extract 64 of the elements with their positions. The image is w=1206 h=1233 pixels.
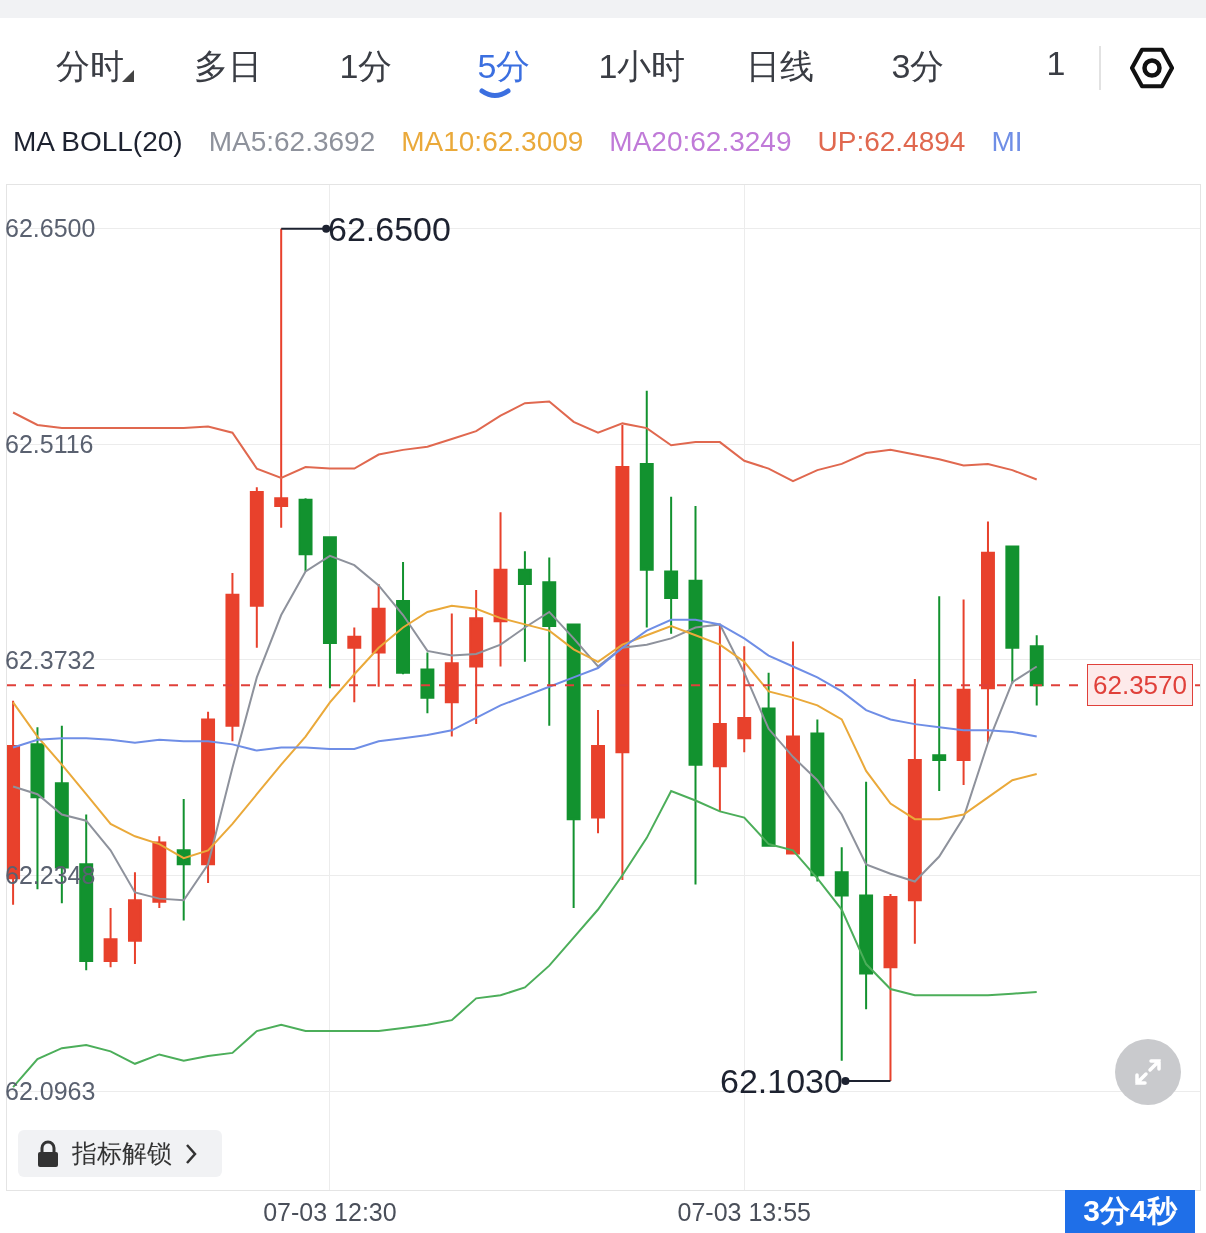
candlestick [322, 536, 337, 690]
candlestick [420, 651, 435, 715]
candlestick [176, 797, 191, 922]
ref-line-label: 62.3570 [1093, 670, 1187, 700]
candlestick [249, 486, 264, 649]
candlestick [883, 892, 898, 1082]
text: 1分 [339, 46, 393, 87]
candlestick [298, 497, 313, 573]
candlestick [810, 718, 825, 883]
candlestick [517, 550, 532, 663]
candlestick [980, 520, 995, 744]
candlestick [859, 780, 874, 1011]
candlestick [103, 906, 118, 969]
candlestick [761, 671, 776, 847]
candlestick [127, 871, 142, 966]
text: 多日 [194, 46, 262, 87]
text: 分时 [56, 46, 124, 87]
legend-title: MA BOLL(20) [13, 126, 183, 157]
x-tick-label: 07-03 12:30 [263, 1198, 397, 1226]
candlestick [444, 612, 459, 738]
text: MA10:62.3009 [401, 126, 584, 157]
annotation: 62.6500 [328, 210, 451, 248]
candlestick [712, 623, 727, 813]
unlock-button[interactable]: 指标解锁 [18, 1130, 222, 1177]
text: MA5:62.3692 [208, 126, 376, 157]
text: 1 [1046, 44, 1066, 83]
candlestick [1029, 634, 1044, 707]
candlestick [615, 423, 630, 881]
candlestick [834, 846, 849, 1062]
candlestick [347, 626, 362, 704]
legend-label: MA20:62.3249 [609, 126, 792, 157]
candlestick [493, 511, 508, 668]
candlestick [688, 504, 703, 886]
text: UP:62.4894 [817, 126, 966, 157]
candlestick [566, 623, 581, 909]
candlestick [591, 709, 605, 835]
annotation: 62.1030 [720, 1062, 843, 1100]
y-tick-label: 62.3732 [5, 645, 96, 674]
candlestick [786, 640, 800, 855]
candlestick [907, 677, 922, 945]
candlestick [639, 389, 654, 629]
candlestick [664, 495, 679, 635]
candlestick [396, 561, 411, 676]
text: 5分 [477, 46, 531, 87]
candlestick [956, 598, 971, 786]
text: MI [991, 126, 1023, 157]
text: 3分4秒 [1065, 1190, 1195, 1233]
candlestick [737, 645, 752, 754]
y-tick-label: 62.5116 [5, 430, 94, 459]
candlestick [542, 556, 557, 727]
candlestick [225, 571, 240, 743]
candlestick [371, 582, 386, 688]
text: 3分 [891, 46, 945, 87]
y-tick-label: 62.6500 [5, 214, 96, 243]
candlestick [469, 589, 484, 726]
annotation: 指标解锁 [72, 1138, 172, 1169]
candlestick [274, 227, 289, 529]
y-tick-label: 62.0963 [5, 1077, 96, 1106]
text: 日线 [746, 46, 814, 87]
text: 1小时 [598, 46, 686, 87]
candlestick [932, 595, 947, 793]
x-tick-label: 07-03 13:55 [677, 1198, 811, 1226]
candlestick [201, 710, 216, 885]
candlestick [152, 835, 167, 909]
